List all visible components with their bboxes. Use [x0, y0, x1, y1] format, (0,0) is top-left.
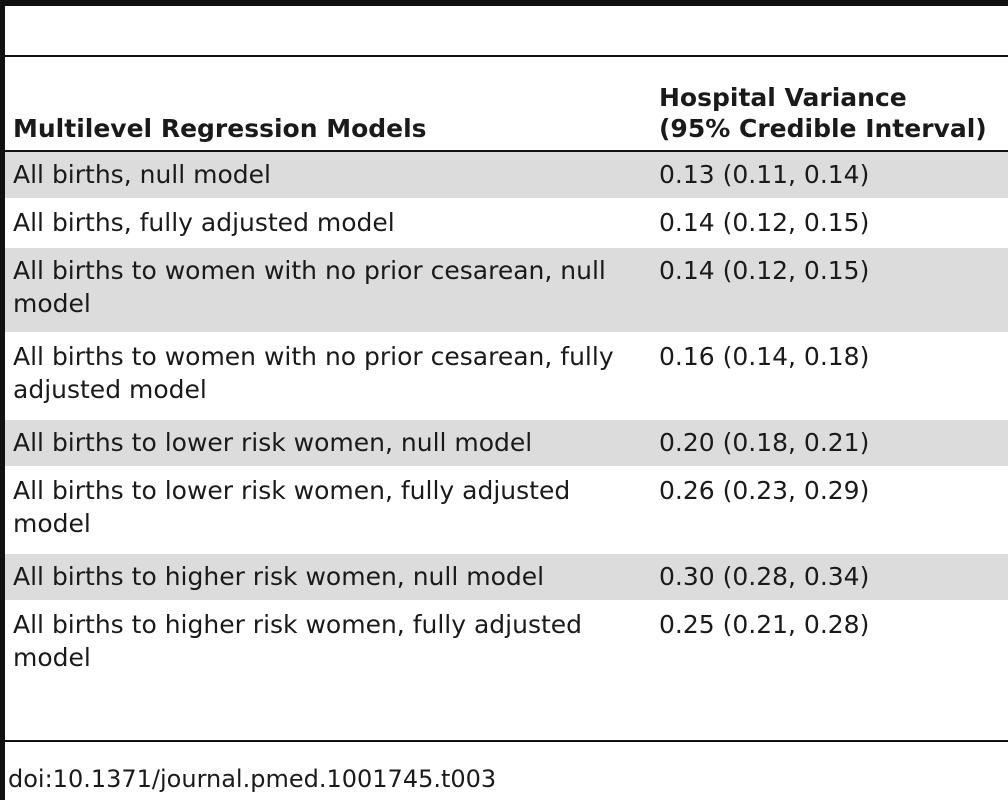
left-border [0, 0, 5, 800]
model-cell: All births, null model [13, 160, 271, 189]
variance-cell: 0.25 (0.21, 0.28) [659, 610, 870, 639]
column-header-variance-line2: (95% Credible Interval) [659, 114, 987, 143]
model-cell: All births to women with no prior cesare… [13, 342, 614, 404]
model-cell: All births to higher risk women, fully a… [13, 610, 583, 672]
top-border [0, 0, 1008, 6]
table-row: All births to higher risk women, fully a… [5, 602, 1008, 688]
model-cell: All births to women with no prior cesare… [13, 256, 606, 318]
column-header-variance-line1: Hospital Variance [659, 83, 907, 112]
header-top-rule [5, 55, 1008, 57]
table-row: All births, null model 0.13 (0.11, 0.14) [5, 152, 1008, 200]
table-row: All births to women with no prior cesare… [5, 334, 1008, 420]
variance-cell: 0.14 (0.12, 0.15) [659, 208, 870, 237]
header-bottom-rule [5, 150, 1008, 152]
column-header-models-label: Multilevel Regression Models [13, 114, 427, 143]
doi-footer: doi:10.1371/journal.pmed.1001745.t003 [8, 765, 497, 793]
column-header-variance: Hospital Variance (95% Credible Interval… [659, 82, 987, 144]
variance-cell: 0.14 (0.12, 0.15) [659, 256, 870, 285]
model-cell: All births, fully adjusted model [13, 208, 395, 237]
table-body: All births, null model 0.13 (0.11, 0.14)… [5, 152, 1008, 688]
column-header-models: Multilevel Regression Models [13, 113, 427, 144]
table-row: All births to lower risk women, fully ad… [5, 468, 1008, 554]
model-cell: All births to lower risk women, fully ad… [13, 476, 571, 538]
table-row: All births to women with no prior cesare… [5, 248, 1008, 334]
table-row: All births to lower risk women, null mod… [5, 420, 1008, 468]
table-header: Multilevel Regression Models Hospital Va… [5, 57, 1008, 150]
variance-cell: 0.30 (0.28, 0.34) [659, 562, 870, 591]
table-bottom-rule [5, 740, 1008, 742]
model-cell: All births to lower risk women, null mod… [13, 428, 533, 457]
variance-cell: 0.13 (0.11, 0.14) [659, 160, 870, 189]
variance-cell: 0.20 (0.18, 0.21) [659, 428, 870, 457]
variance-cell: 0.16 (0.14, 0.18) [659, 342, 870, 371]
table-row: All births, fully adjusted model 0.14 (0… [5, 200, 1008, 248]
model-cell: All births to higher risk women, null mo… [13, 562, 545, 591]
table-title-area [5, 6, 1008, 55]
variance-cell: 0.26 (0.23, 0.29) [659, 476, 870, 505]
table-row: All births to higher risk women, null mo… [5, 554, 1008, 602]
